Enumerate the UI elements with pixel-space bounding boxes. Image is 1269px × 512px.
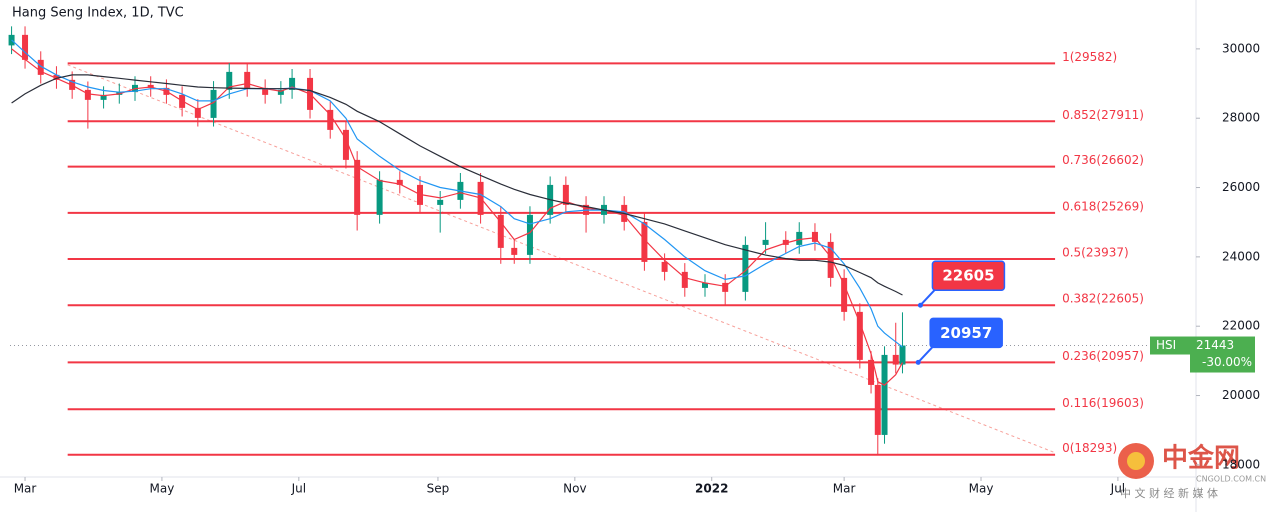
moving-average — [11, 74, 903, 296]
candle-body — [147, 84, 154, 88]
candle-body — [354, 159, 361, 215]
candle-body — [722, 282, 729, 292]
candle-body — [701, 282, 708, 288]
candle-body — [396, 179, 403, 185]
candle-body — [84, 89, 91, 100]
candle-body — [497, 214, 504, 248]
fib-label: 0.5(23937) — [1062, 246, 1129, 260]
callout-anchor — [917, 302, 923, 308]
candle-body — [376, 179, 383, 215]
candle-body — [899, 345, 906, 365]
y-tick-label: 28000 — [1222, 111, 1260, 125]
x-tick-label: 2022 — [695, 482, 728, 496]
callout-box — [931, 260, 1006, 291]
last-price-badge — [1190, 336, 1255, 373]
candle-body — [100, 94, 107, 100]
candle-body — [811, 231, 818, 242]
x-tick-label: May — [969, 482, 994, 496]
candle-body — [37, 59, 44, 75]
candle-body — [856, 311, 863, 360]
last-change: -30.00% — [1202, 355, 1252, 369]
candle-body — [437, 199, 444, 205]
candle-body — [661, 261, 668, 272]
candle-body — [868, 359, 875, 385]
candle-body — [827, 241, 834, 278]
candle-body — [881, 354, 888, 435]
callout-pointer — [917, 345, 934, 364]
fib-label: 0.382(22605) — [1062, 292, 1144, 306]
candle-body — [289, 77, 296, 90]
fib-label: 0.736(26602) — [1062, 153, 1144, 167]
y-tick-label: 22000 — [1222, 319, 1260, 333]
fib-label: 0.618(25269) — [1062, 199, 1144, 213]
callout-box — [929, 317, 1003, 349]
fib-label: 0(18293) — [1062, 441, 1117, 455]
watermark-brand: 中金网 — [1162, 443, 1240, 474]
candle-body — [526, 214, 533, 255]
y-tick-label: 20000 — [1222, 388, 1260, 402]
callout-anchor — [915, 359, 921, 365]
candle-body — [511, 247, 518, 255]
x-tick-label: Jul — [291, 482, 306, 496]
last-name-badge — [1150, 336, 1190, 355]
moving-average — [11, 39, 903, 348]
candle-body — [892, 354, 899, 365]
logo — [1127, 452, 1145, 470]
x-tick-label: Sep — [427, 482, 450, 496]
candle-body — [796, 231, 803, 245]
candle-body — [327, 109, 334, 130]
watermark-site: CNGOLD.COM.CN — [1196, 475, 1266, 484]
watermark: 中金网 CNGOLD.COM.CN 中 文 财 经 新 媒 体 — [1118, 443, 1266, 500]
moving-average — [11, 48, 904, 386]
fib-label: 1(29582) — [1062, 50, 1117, 64]
candle-body — [641, 221, 648, 262]
candle-body — [226, 71, 233, 90]
candle-body — [681, 271, 688, 288]
callout-label: 20957 — [940, 324, 992, 342]
candle-body — [342, 129, 349, 160]
candle-body — [277, 89, 284, 95]
fib-label: 0.852(27911) — [1062, 108, 1144, 122]
candle-body — [562, 184, 569, 205]
candle-body — [22, 34, 29, 60]
x-tick-label: Jul — [1110, 482, 1125, 496]
fib-label: 0.236(20957) — [1062, 349, 1144, 363]
callout-label: 22605 — [942, 267, 994, 285]
callout-pointer — [919, 288, 937, 306]
candle-body — [874, 384, 881, 435]
candle-body — [210, 89, 217, 118]
x-tick-label: Nov — [563, 482, 586, 496]
x-tick-label: May — [150, 482, 175, 496]
y-tick-label: 18000 — [1222, 457, 1260, 471]
candle-body — [53, 74, 60, 80]
last-price: 21443 — [1196, 338, 1234, 352]
candle-body — [742, 244, 749, 292]
chart-title: Hang Seng Index, 1D, TVC — [12, 6, 184, 21]
y-tick-label: 26000 — [1222, 180, 1260, 194]
fib-label: 0.116(19603) — [1062, 396, 1144, 410]
candle-body — [762, 239, 769, 245]
x-tick-label: Mar — [833, 482, 856, 496]
x-tick-label: Mar — [14, 482, 37, 496]
candle-body — [262, 87, 269, 95]
candle-body — [841, 277, 848, 312]
candle-body — [244, 71, 251, 88]
last-name: HSI — [1156, 338, 1176, 352]
candle-body — [194, 107, 201, 118]
y-tick-label: 30000 — [1222, 41, 1260, 55]
watermark-tagline: 中 文 财 经 新 媒 体 — [1120, 486, 1218, 500]
y-tick-label: 24000 — [1222, 249, 1260, 263]
